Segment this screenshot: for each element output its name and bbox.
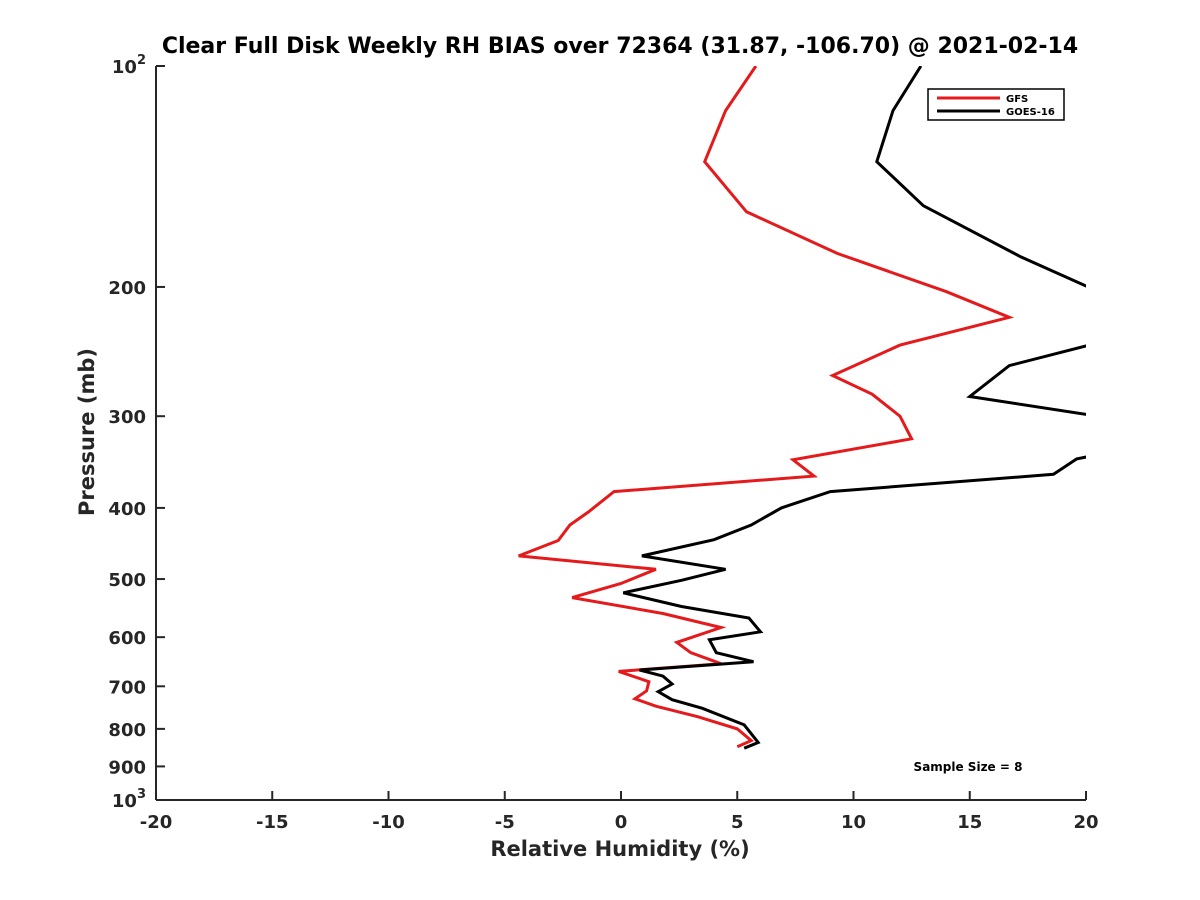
x-tick-label: 5 xyxy=(731,812,744,833)
chart-title: Clear Full Disk Weekly RH BIAS over 7236… xyxy=(162,34,1078,59)
y-tick-label: 600 xyxy=(108,628,146,649)
y-tick-label: 200 xyxy=(108,278,146,299)
sample-size-note: Sample Size = 8 xyxy=(914,760,1023,774)
x-tick-label: -20 xyxy=(140,812,173,833)
legend-label-goes16: GOES-16 xyxy=(1006,107,1055,118)
legend-box xyxy=(927,88,1065,121)
y-tick-label: 400 xyxy=(108,499,146,520)
y-tick-label: 700 xyxy=(108,677,146,698)
y-tick-label: 900 xyxy=(108,757,146,778)
y-axis-label: Pressure (mb) xyxy=(75,348,99,516)
y-tick-exponent: 2 xyxy=(137,53,146,68)
plot-area: -20 -15 -10 -5 0 5 10 15 20102200300400500600700… xyxy=(108,53,1098,833)
y-tick-exponent: 3 xyxy=(137,787,146,802)
x-tick-label: 10 xyxy=(841,812,866,833)
series-line-gfs xyxy=(518,66,1015,749)
y-tick-label: 300 xyxy=(108,407,146,428)
x-tick-label: -10 xyxy=(372,812,405,833)
y-tick-label: 500 xyxy=(108,570,146,591)
x-tick-label: -5 xyxy=(495,812,515,833)
x-tick-label: 15 xyxy=(957,812,982,833)
legend: GFS GOES-16 xyxy=(927,88,1065,121)
x-tick-label: 20 xyxy=(1073,812,1098,833)
series-line-goes16 xyxy=(622,66,1086,750)
x-tick-label: -15 xyxy=(256,812,289,833)
x-tick-label: 0 xyxy=(615,812,628,833)
y-tick-label: 800 xyxy=(108,720,146,741)
legend-label-gfs: GFS xyxy=(1006,94,1028,105)
x-axis-label: Relative Humidity (%) xyxy=(490,837,749,861)
